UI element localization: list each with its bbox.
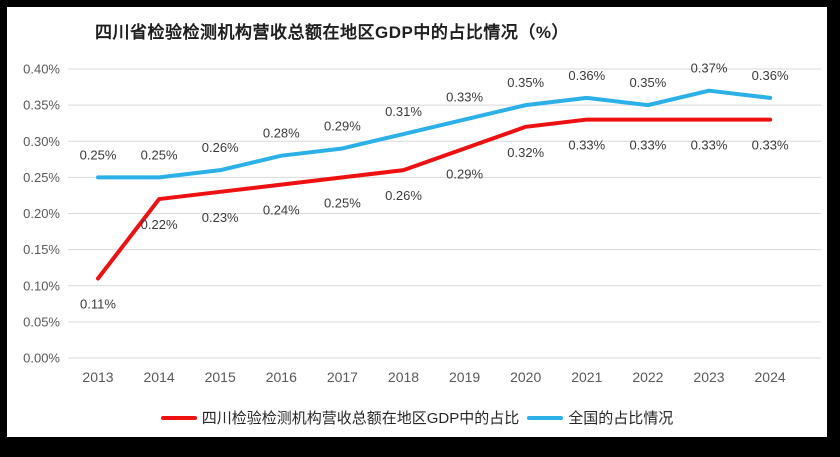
x-tick-label: 2017 [327, 369, 358, 385]
x-tick-label: 2024 [755, 369, 786, 385]
data-label: 0.22% [141, 217, 178, 232]
plot-area: 0.00% 0.05% 0.10% 0.15% 0.20% 0.25% 0.30% 0.35%… [23, 61, 821, 385]
data-label: 0.36% [752, 68, 789, 83]
legend-label: 全国的占比情况 [568, 410, 674, 427]
data-label: 0.25% [141, 147, 178, 162]
data-label: 0.33% [446, 90, 483, 105]
y-tick-label: 0.10% [23, 278, 60, 293]
data-label: 0.28% [263, 126, 300, 141]
y-tick-label: 0.40% [23, 62, 60, 77]
data-label: 0.26% [385, 188, 422, 203]
x-tick-label: 2022 [632, 369, 663, 385]
data-label: 0.32% [507, 145, 544, 160]
x-tick-label: 2019 [449, 369, 480, 385]
data-label: 0.31% [385, 104, 422, 119]
data-label: 0.33% [568, 138, 605, 153]
x-tick-label: 2023 [693, 369, 724, 385]
y-tick-label: 0.05% [23, 314, 60, 329]
y-tick-label: 0.20% [23, 206, 60, 221]
data-label: 0.23% [202, 210, 239, 225]
data-label: 0.25% [324, 195, 361, 210]
y-tick-label: 0.35% [23, 98, 60, 113]
data-label: 0.33% [752, 138, 789, 153]
data-label: 0.24% [263, 203, 300, 218]
legend-item: 四川检验检测机构营收总额在地区GDP中的占比 [160, 407, 520, 428]
x-tick-label: 2020 [510, 369, 541, 385]
x-tick-label: 2014 [144, 369, 175, 385]
data-label: 0.36% [568, 68, 605, 83]
legend-line-sample-icon [160, 415, 197, 420]
chart-title: 四川省检验检测机构营收总额在地区GDP中的占比情况（%） [95, 23, 569, 42]
x-tick-label: 2021 [571, 369, 602, 385]
y-tick-label: 0.30% [23, 134, 60, 149]
data-label: 0.29% [324, 118, 361, 133]
legend-item: 全国的占比情况 [527, 407, 673, 428]
legend-line-sample-icon [527, 415, 564, 420]
legend-label: 四川检验检测机构营收总额在地区GDP中的占比 [201, 410, 520, 427]
data-label: 0.33% [691, 138, 728, 153]
chart-container: 四川省检验检测机构营收总额在地区GDP中的占比情况（%） 0.00% 0.05% 0… [7, 7, 827, 437]
data-label: 0.35% [629, 75, 666, 90]
x-tick-label: 2015 [205, 369, 236, 385]
y-tick-label: 0.25% [23, 170, 60, 185]
data-label: 0.33% [629, 138, 666, 153]
series-line [96, 88, 773, 180]
data-label: 0.35% [507, 75, 544, 90]
y-tick-label: 0.15% [23, 242, 60, 257]
data-label: 0.37% [691, 61, 728, 76]
x-tick-label: 2013 [82, 369, 113, 385]
legend: 四川检验检测机构营收总额在地区GDP中的占比 全国的占比情况 [7, 407, 827, 428]
y-tick-label: 0.00% [23, 351, 60, 366]
series-line [96, 117, 773, 281]
data-label: 0.29% [446, 166, 483, 181]
data-label: 0.11% [80, 297, 116, 312]
data-label: 0.25% [80, 147, 117, 162]
x-tick-label: 2016 [266, 369, 297, 385]
x-tick-label: 2018 [388, 369, 419, 385]
data-label: 0.26% [202, 140, 239, 155]
